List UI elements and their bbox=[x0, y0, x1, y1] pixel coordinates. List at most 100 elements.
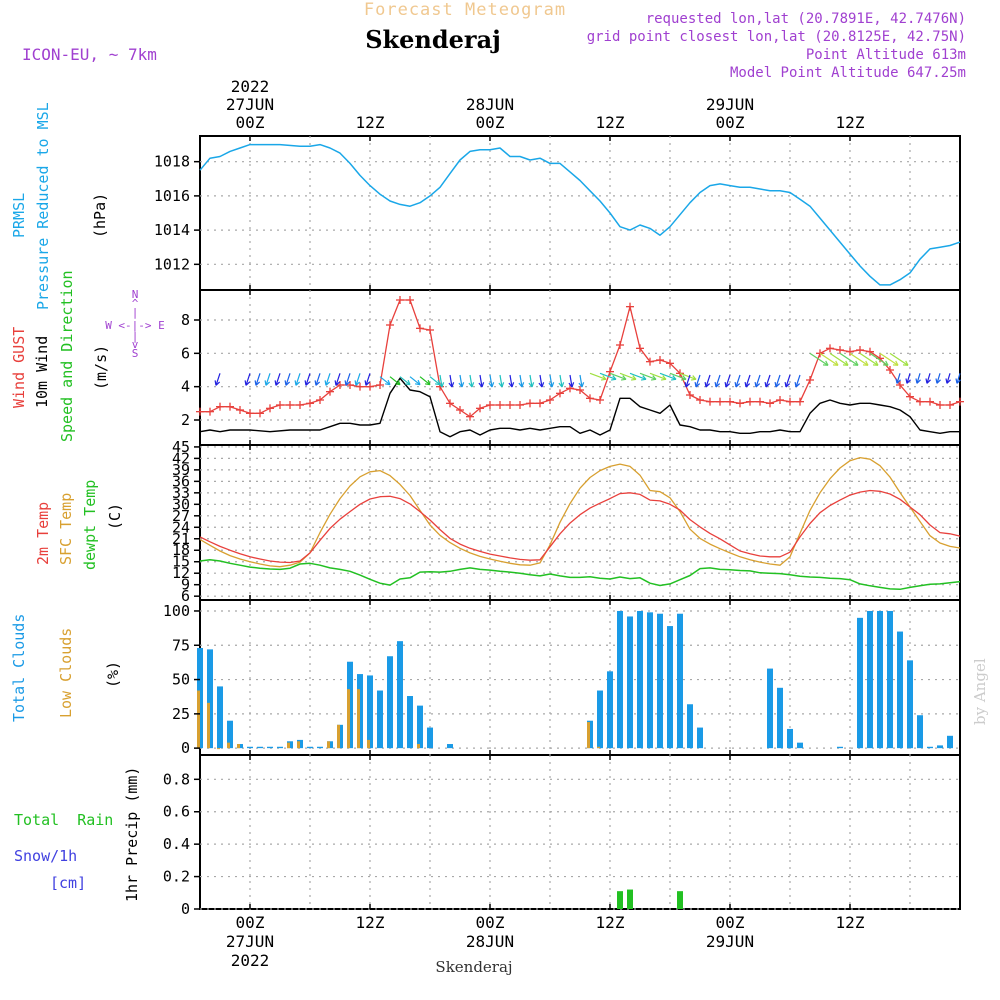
gust-marker bbox=[246, 409, 254, 418]
arrow-shaft bbox=[479, 374, 483, 388]
arrow-shaft bbox=[245, 373, 251, 386]
pressure-y-tick-label: 1012 bbox=[154, 255, 190, 273]
arrow-head bbox=[354, 380, 357, 386]
arrow-head bbox=[404, 383, 411, 386]
wind-unit: (m/s) bbox=[92, 345, 110, 390]
total-clouds-bar bbox=[887, 610, 893, 749]
arrow-head bbox=[764, 381, 767, 388]
arrow-head bbox=[236, 382, 240, 385]
arrow-head bbox=[434, 383, 441, 386]
arrow-shaft bbox=[529, 374, 533, 388]
arrow-head bbox=[424, 383, 431, 386]
pressure-y-tick-label: 1016 bbox=[154, 187, 190, 205]
arrow-shaft bbox=[669, 372, 687, 380]
arrow-head bbox=[364, 380, 367, 386]
top-time-label: 12Z bbox=[836, 113, 865, 132]
bottom-time-label: 12Z bbox=[836, 913, 865, 932]
rain-bar bbox=[677, 891, 683, 909]
arrow-head bbox=[734, 381, 737, 388]
low-clouds-bar bbox=[367, 739, 370, 749]
gust-marker bbox=[356, 382, 364, 391]
wind-direction-arrow bbox=[568, 374, 575, 388]
wind-direction-arrow bbox=[399, 376, 411, 386]
arrow-shaft bbox=[295, 373, 301, 386]
low-clouds-bar bbox=[597, 746, 600, 749]
temp-y-tick-label: 24 bbox=[172, 518, 190, 536]
arrow-head bbox=[285, 381, 291, 386]
arrow-head bbox=[235, 380, 236, 385]
gust-line bbox=[200, 299, 961, 418]
arrow-head bbox=[558, 382, 563, 388]
wind-direction-arrow bbox=[498, 374, 505, 388]
arrow-head bbox=[571, 382, 575, 388]
wind-labels: Wind GUST 10m Wind Speed and Direction (… bbox=[10, 270, 165, 442]
wind-panel bbox=[199, 289, 961, 446]
gust-marker bbox=[586, 394, 594, 403]
arrow-head bbox=[387, 379, 391, 385]
arrow-head bbox=[925, 378, 928, 384]
arrow-shaft bbox=[439, 374, 443, 388]
arrow-shaft bbox=[559, 374, 563, 388]
arrow-shaft bbox=[916, 373, 921, 384]
arrow-head bbox=[680, 378, 687, 381]
wind-direction-arrow bbox=[945, 373, 951, 384]
gust-marker bbox=[316, 396, 324, 404]
arrow-shaft bbox=[819, 352, 839, 366]
top-time-label: 28JUN bbox=[466, 95, 514, 114]
arrow-head bbox=[670, 378, 677, 381]
total-clouds-bar bbox=[687, 704, 693, 749]
wind-direction-arrow bbox=[935, 373, 941, 384]
gust-marker bbox=[956, 397, 964, 406]
arrow-head bbox=[508, 382, 513, 388]
gust-marker bbox=[706, 397, 714, 406]
arrow-shaft bbox=[795, 374, 801, 388]
wind-direction-arrow bbox=[764, 374, 771, 388]
low-clouds-bar bbox=[337, 724, 340, 749]
wind-direction-arrow bbox=[809, 352, 829, 366]
arrow-head bbox=[784, 381, 787, 388]
precip-y-tick-label: 0.2 bbox=[163, 868, 190, 886]
arrow-head bbox=[325, 381, 331, 386]
total-clouds-label: Total Clouds bbox=[10, 614, 28, 722]
pressure-label-2: Pressure Reduced to MSL bbox=[34, 102, 52, 310]
gust-marker bbox=[886, 366, 894, 374]
arrow-head bbox=[335, 381, 341, 386]
total-clouds-bar bbox=[767, 668, 773, 749]
arrow-head bbox=[885, 360, 889, 366]
arrow-shaft bbox=[889, 352, 909, 366]
wind-direction-arrow bbox=[684, 374, 691, 388]
low-clouds-bar bbox=[347, 689, 350, 749]
total-clouds-bar bbox=[317, 746, 323, 749]
total-clouds-bar bbox=[907, 660, 913, 749]
top-time-label: 12Z bbox=[596, 113, 625, 132]
gust-marker bbox=[496, 401, 504, 409]
wind-y-tick-label: 2 bbox=[181, 411, 190, 429]
arrow-shaft bbox=[459, 374, 463, 388]
pressure-unit: (hPa) bbox=[91, 193, 109, 238]
total-clouds-bar bbox=[867, 610, 873, 749]
wind-direction-arrow bbox=[334, 373, 341, 386]
total-clouds-bar bbox=[777, 687, 783, 749]
gust-marker bbox=[796, 397, 804, 406]
arrow-head bbox=[640, 378, 647, 381]
gust-marker bbox=[806, 376, 814, 384]
gust-marker bbox=[716, 397, 724, 406]
arrow-shaft bbox=[539, 374, 543, 388]
arrow-head bbox=[284, 380, 287, 386]
gust-marker bbox=[286, 401, 294, 409]
compass-up: ^ bbox=[132, 297, 139, 310]
arrow-shaft bbox=[315, 373, 321, 386]
arrow-shaft bbox=[255, 373, 261, 386]
arrow-head bbox=[612, 375, 617, 380]
pressure-label-1: PRMSL bbox=[10, 193, 28, 238]
wind-direction-arrow bbox=[915, 373, 921, 384]
arrow-head bbox=[652, 375, 657, 380]
arrow-head bbox=[895, 378, 898, 384]
total-clouds-bar bbox=[637, 610, 643, 749]
arrow-head bbox=[264, 380, 267, 386]
grid-point-coordinates: grid point closest lon,lat (20.8125E, 42… bbox=[587, 29, 966, 45]
arrow-shaft bbox=[609, 372, 627, 380]
wind-direction-arrow bbox=[538, 374, 545, 388]
arrow-head bbox=[622, 375, 627, 380]
gust-marker bbox=[896, 381, 904, 389]
